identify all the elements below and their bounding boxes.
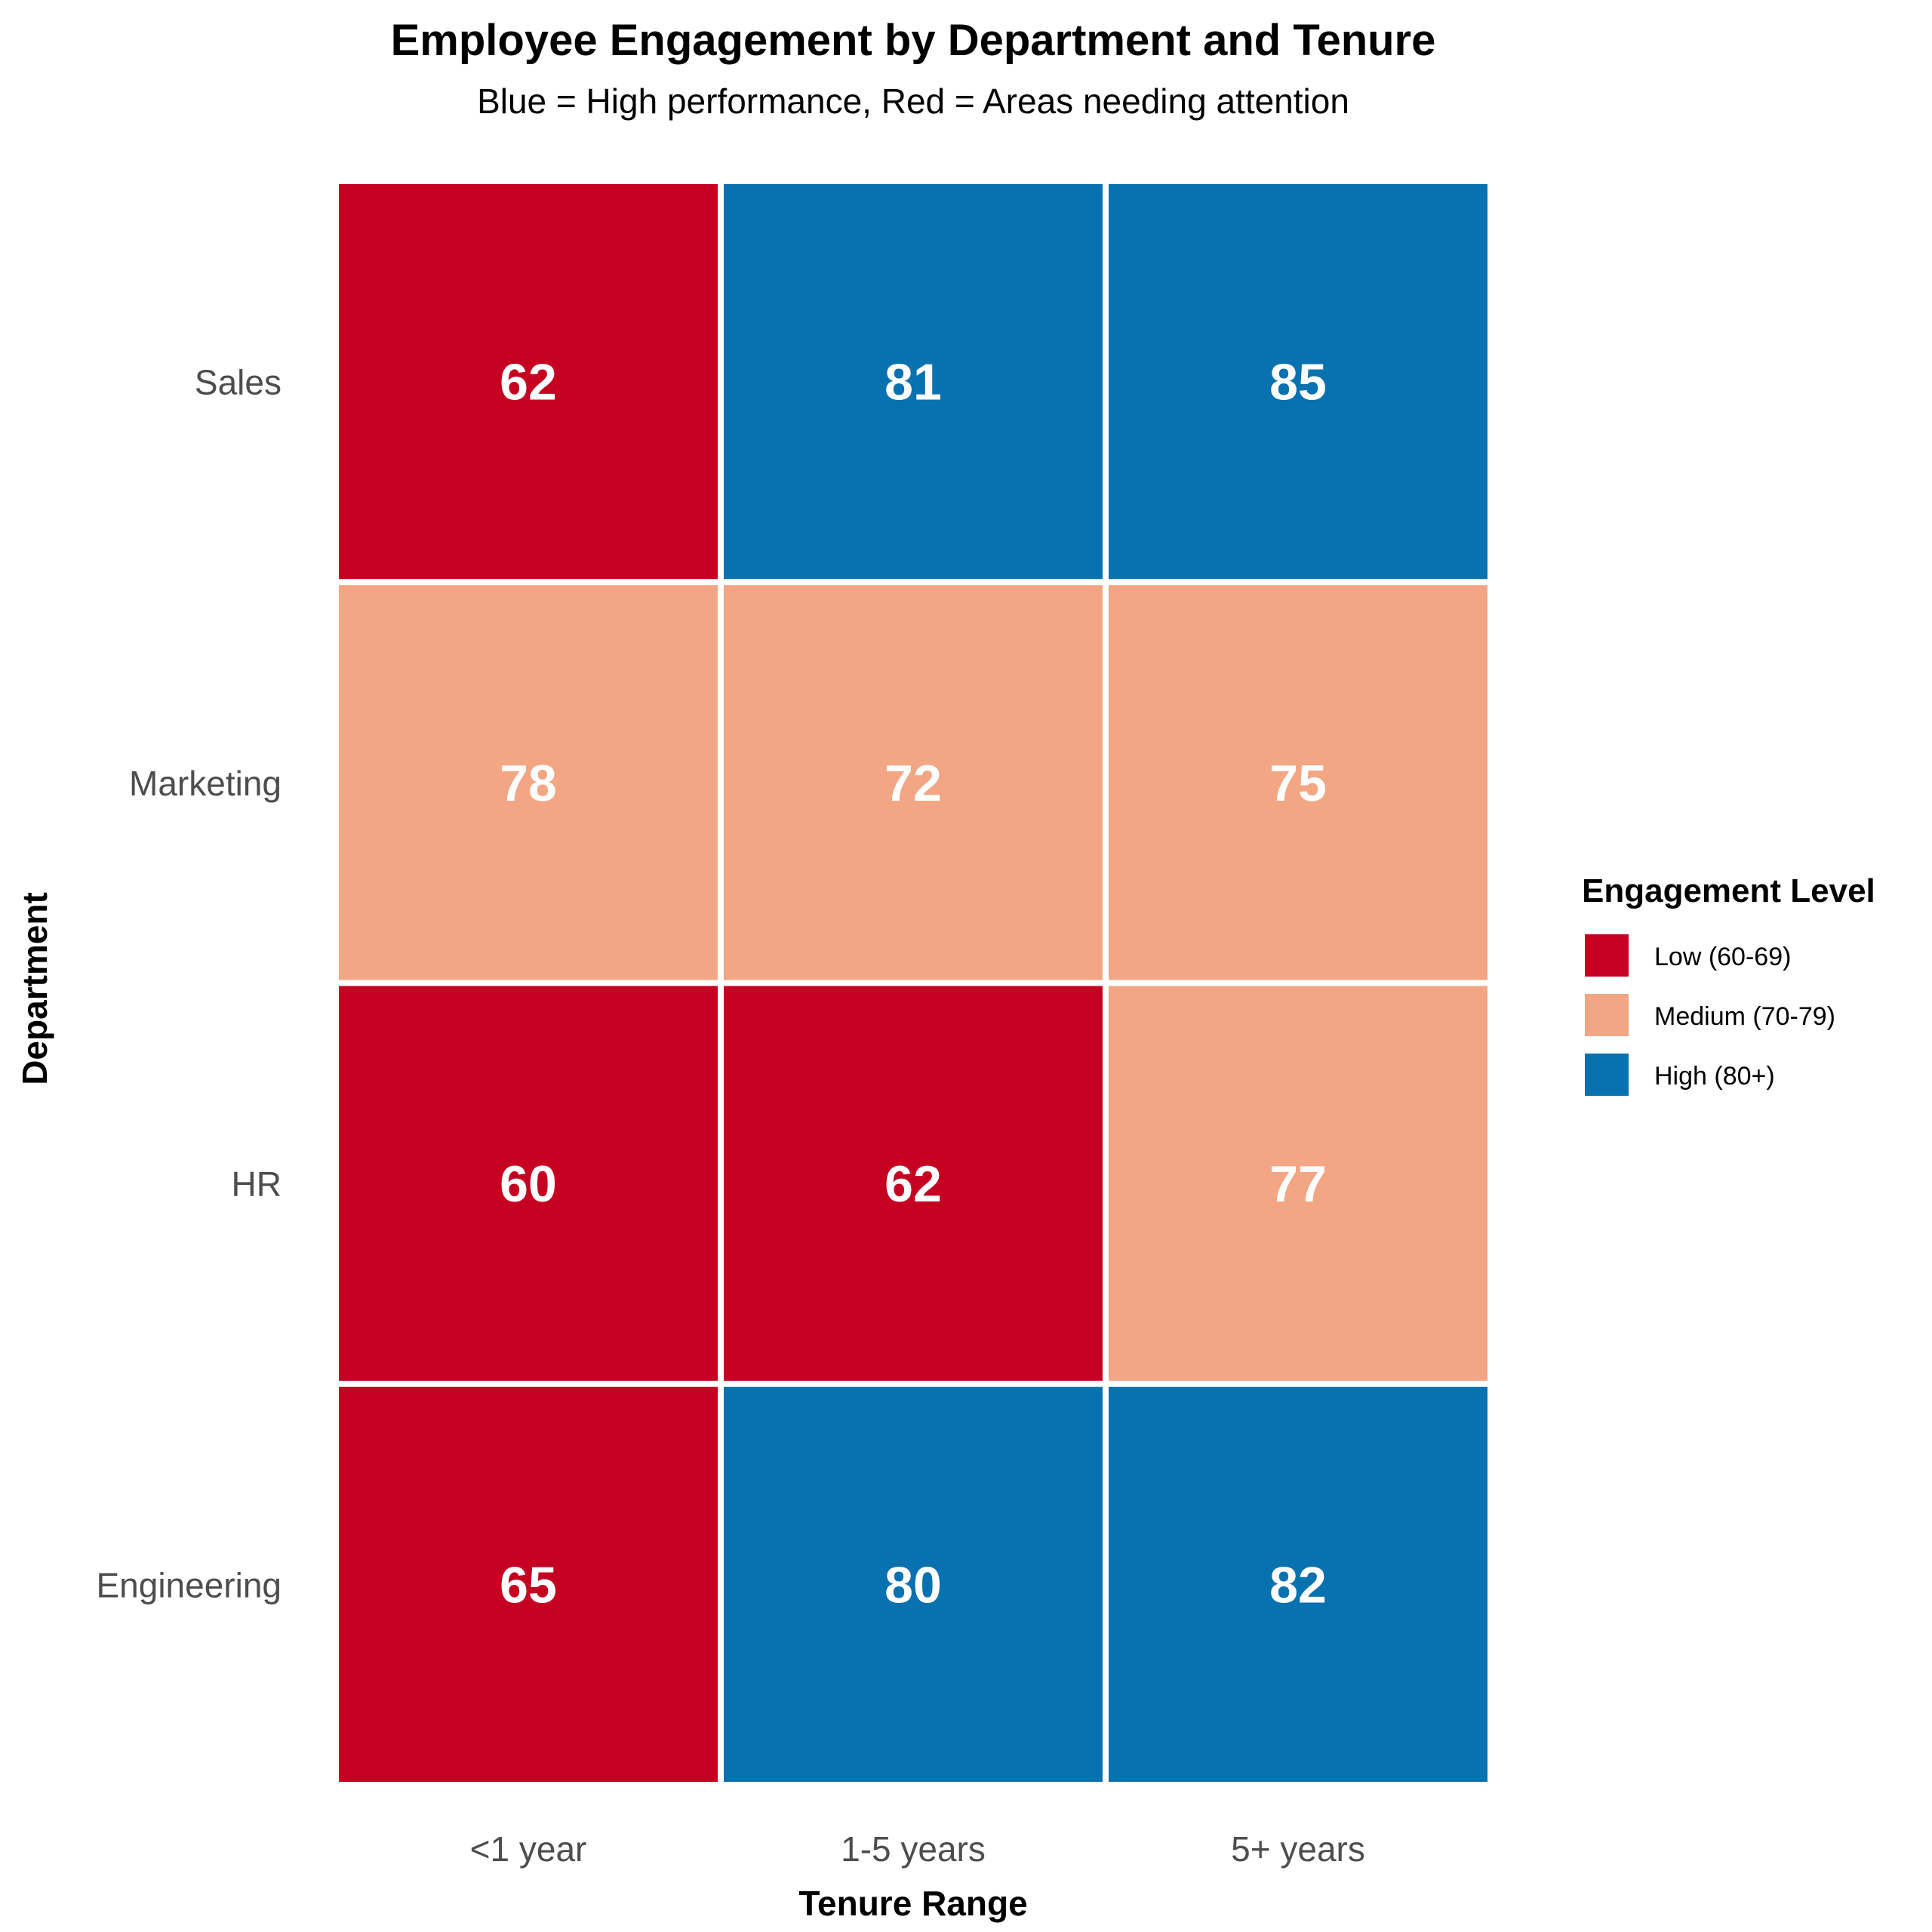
cell-value-label: 80 [884, 1556, 942, 1614]
y-axis-ticks: Sales Marketing HR Engineering [96, 363, 281, 1605]
y-axis-title: Department [15, 892, 54, 1085]
heatmap-cell-hr-5-years [1109, 986, 1487, 1381]
heatmap-cell-engineering-1-year [339, 1386, 718, 1782]
heatmap-cells [339, 184, 1487, 1782]
cell-value-label: 62 [500, 354, 557, 411]
y-tick-label: HR [232, 1164, 281, 1204]
cell-value-label: 77 [1269, 1155, 1327, 1213]
cell-value-label: 82 [1269, 1556, 1327, 1614]
cell-value-label: 75 [1269, 755, 1327, 812]
x-tick-label: <1 year [470, 1829, 587, 1869]
legend: Engagement Level Low (60-69) Medium (70-7… [1582, 872, 1875, 1096]
legend-swatch-low [1585, 934, 1629, 977]
chart-subtitle: Blue = High performance, Red = Areas nee… [477, 82, 1349, 121]
cell-value-label: 81 [884, 354, 942, 411]
cell-value-label: 72 [884, 755, 942, 812]
heatmap-cell-marketing-1-5-years [724, 585, 1103, 980]
cell-value-label: 78 [500, 755, 557, 812]
cell-value-label: 60 [500, 1155, 557, 1213]
heatmap-cell-marketing-5-years [1109, 585, 1487, 980]
legend-items: Low (60-69) Medium (70-79) High (80+) [1585, 934, 1835, 1096]
heatmap-cell-sales-1-year [339, 184, 718, 580]
heatmap-cell-sales-1-5-years [724, 184, 1103, 580]
heatmap-cell-hr-1-5-years [724, 986, 1103, 1381]
cell-value-label: 62 [884, 1155, 942, 1213]
x-tick-label: 5+ years [1231, 1829, 1365, 1869]
heatmap-cell-sales-5-years [1109, 184, 1487, 580]
legend-title: Engagement Level [1582, 872, 1875, 909]
legend-label: Medium (70-79) [1654, 1002, 1835, 1031]
legend-swatch-medium [1585, 994, 1629, 1036]
x-tick-label: 1-5 years [841, 1829, 986, 1869]
x-axis-title: Tenure Range [798, 1884, 1027, 1923]
legend-swatch-high [1585, 1054, 1629, 1096]
y-tick-label: Engineering [96, 1565, 281, 1604]
heatmap-cell-engineering-5-years [1109, 1386, 1487, 1782]
cell-value-label: 85 [1269, 354, 1327, 411]
cell-value-label: 65 [500, 1556, 557, 1614]
legend-label: Low (60-69) [1654, 943, 1791, 971]
y-tick-label: Marketing [129, 764, 281, 803]
chart-title: Employee Engagement by Department and Te… [391, 16, 1436, 65]
y-tick-label: Sales [195, 363, 281, 402]
heatmap-cell-hr-1-year [339, 986, 718, 1381]
heatmap-cell-marketing-1-year [339, 585, 718, 980]
legend-label: High (80+) [1654, 1062, 1775, 1091]
heatmap-value-labels: 62 81 85 78 72 75 60 62 77 65 80 82 [500, 354, 1327, 1614]
x-axis-ticks: <1 year 1-5 years 5+ years [470, 1829, 1365, 1869]
heatmap-cell-engineering-1-5-years [724, 1386, 1103, 1782]
